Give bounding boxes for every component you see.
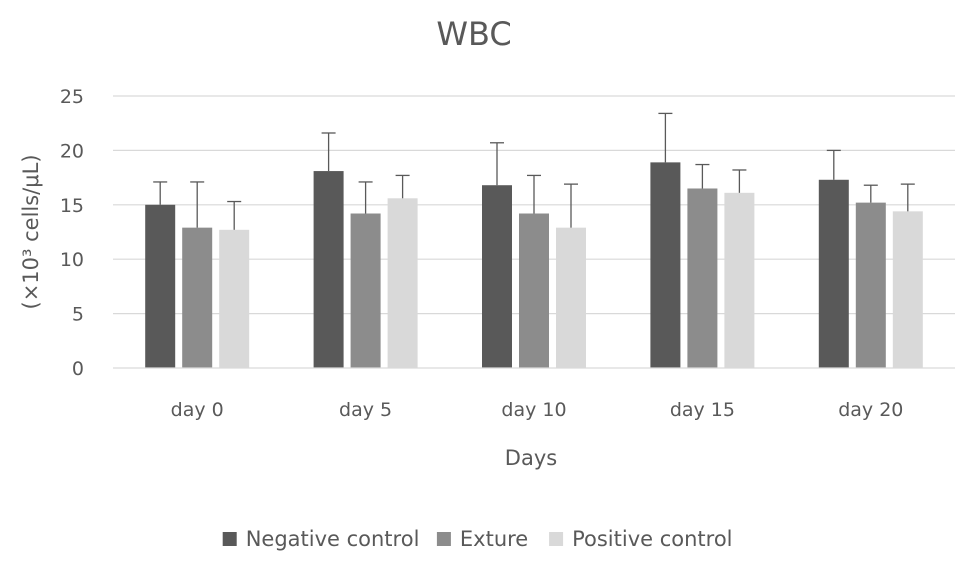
legend-label: Negative control: [246, 527, 420, 551]
y-tick-label: 20: [60, 140, 84, 162]
bar: [182, 227, 213, 368]
legend-label: Exture: [460, 527, 528, 551]
x-tick-label: day 15: [670, 399, 735, 421]
x-tick-label: day 20: [838, 399, 903, 421]
y-tick-label: 0: [72, 358, 84, 380]
legend: Negative control Exture Positive control: [222, 527, 733, 551]
bar: [145, 204, 176, 368]
y-tick-label: 5: [72, 304, 84, 326]
bars: [145, 162, 923, 368]
legend-swatch: [222, 532, 237, 546]
y-axis-label: (×10³ cells/μL): [19, 154, 43, 309]
bar: [313, 171, 344, 368]
x-axis-label: Days: [505, 446, 557, 470]
bar: [556, 227, 586, 368]
bar: [724, 192, 755, 368]
bar: [892, 211, 923, 368]
legend-swatch: [436, 532, 451, 546]
bar: [650, 162, 681, 368]
bar: [219, 229, 250, 368]
legend-swatch: [549, 532, 564, 546]
y-axis-ticks: 0 5 10 15 20 25: [60, 86, 84, 380]
bar: [855, 202, 886, 368]
y-tick-label: 25: [60, 86, 84, 108]
y-tick-label: 10: [60, 249, 84, 271]
bar: [687, 188, 718, 368]
legend-label: Positive control: [572, 527, 732, 551]
x-tick-label: day 10: [501, 399, 566, 421]
y-tick-label: 15: [60, 195, 84, 217]
bar: [387, 198, 418, 368]
bar: [350, 213, 381, 368]
chart-title: WBC: [436, 15, 511, 53]
bar: [818, 179, 849, 368]
bar: [519, 213, 549, 368]
error-bars: [153, 112, 915, 230]
x-tick-label: day 5: [339, 399, 392, 421]
bar: [482, 185, 512, 368]
x-tick-label: day 0: [171, 399, 224, 421]
x-axis-ticks: day 0 day 5 day 10 day 15 day 20: [171, 399, 904, 421]
